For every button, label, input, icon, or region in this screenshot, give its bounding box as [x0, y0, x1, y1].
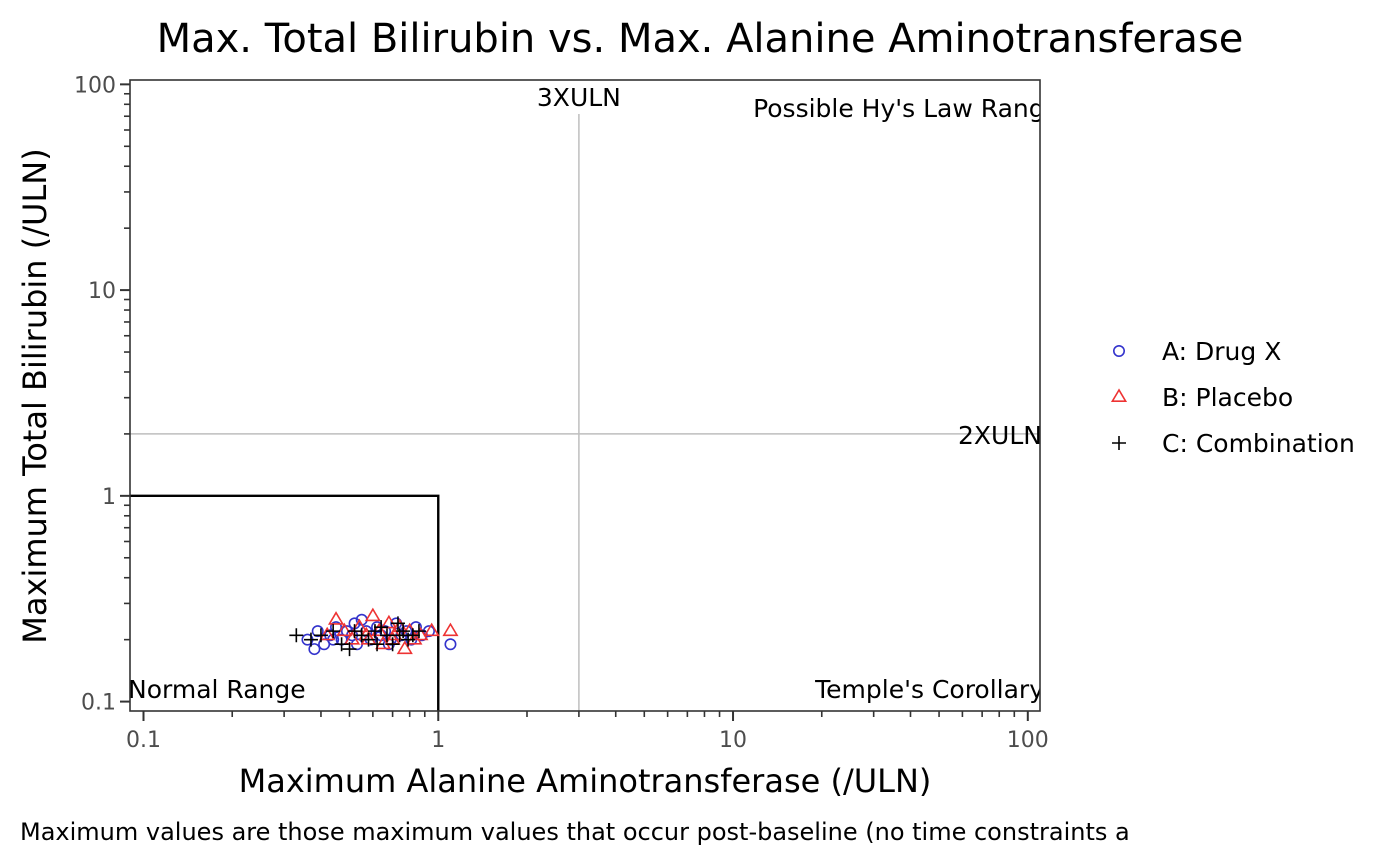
data-point-circle: [311, 625, 324, 638]
data-point-triangle: [371, 622, 388, 637]
data-point-plus: [303, 632, 318, 647]
data-point-triangle: [319, 626, 336, 641]
y-tick-label: 100: [74, 73, 116, 98]
data-point-triangle: [327, 611, 345, 625]
data-point-circle: [330, 621, 343, 634]
x-tick-label: 100: [1007, 728, 1049, 753]
data-point-triangle: [336, 622, 353, 637]
plot-panel-background: [130, 80, 1040, 711]
chart-caption: Maximum values are those maximum values …: [20, 818, 1130, 846]
data-point-plus: [313, 628, 328, 643]
plot-panel-border: [129, 79, 1041, 712]
x-tick-label: 0.1: [126, 728, 161, 753]
data-point-triangle: [442, 622, 459, 637]
data-point-triangle: [380, 614, 397, 629]
legend: A: Drug X B: Placebo C: Combination: [1110, 337, 1355, 458]
data-point-plus: [374, 620, 389, 635]
legend-key-triangle: [1110, 388, 1128, 403]
x-axis-title: Maximum Alanine Aminotransferase (/ULN): [239, 762, 932, 800]
quadrant-label-top-right: Possible Hy's Law Range: [753, 94, 1060, 123]
data-point-circle: [444, 638, 457, 651]
x-axis: 0.1 1 10 100: [126, 711, 1049, 753]
data-point-plus: [370, 637, 385, 652]
data-point-triangle: [423, 622, 440, 637]
data-point-circle: [308, 643, 321, 656]
data-point-plus: [390, 616, 405, 631]
data-point-plus: [347, 624, 362, 639]
data-point-triangle: [396, 640, 413, 655]
legend-label: B: Placebo: [1162, 383, 1293, 412]
legend-label: A: Drug X: [1162, 337, 1281, 366]
data-point-plus: [326, 624, 341, 639]
y-tick-label: 0.1: [81, 691, 116, 716]
reference-line-label-horizontal: 2XULN: [958, 421, 1042, 450]
data-point-plus: [342, 642, 357, 657]
data-point-plus: [385, 637, 400, 652]
data-point-plus: [334, 637, 349, 652]
y-axis-title: Maximum Total Bilirubin (/ULN): [16, 148, 54, 643]
data-point-triangle: [364, 607, 381, 622]
legend-key-plus: [1112, 436, 1126, 450]
quadrant-label-bottom-left: Normal Range: [128, 675, 306, 704]
chart-title: Max. Total Bilirubin vs. Max. Alanine Am…: [157, 16, 1244, 62]
y-axis: 0.1 1 10 100: [74, 73, 130, 716]
legend-key-circle: [1113, 344, 1126, 357]
y-tick-label: 1: [102, 485, 116, 510]
normal-range-boundary: [130, 494, 440, 711]
normal-range-box: [130, 494, 440, 711]
data-points: [289, 607, 459, 657]
data-point-triangle: [406, 631, 423, 645]
data-point-triangle: [412, 626, 429, 641]
data-point-plus: [379, 628, 394, 643]
x-tick-label: 10: [719, 728, 747, 753]
legend-label: C: Combination: [1162, 429, 1355, 458]
data-point-plus: [411, 624, 426, 639]
y-tick-label: 10: [88, 279, 116, 304]
reference-lines: [130, 114, 1040, 711]
data-point-plus: [392, 628, 407, 643]
x-tick-label: 1: [431, 728, 445, 753]
data-point-plus: [289, 628, 304, 643]
data-point-triangle: [344, 631, 361, 645]
data-point-plus: [361, 632, 376, 647]
quadrant-annotations: 3XULN2XULNHyperbilirubinemiaPossible Hy'…: [128, 83, 1060, 704]
reference-line-label-vertical: 3XULN: [537, 83, 621, 112]
quadrant-label-bottom-right: Temple's Corollary: [814, 675, 1044, 704]
